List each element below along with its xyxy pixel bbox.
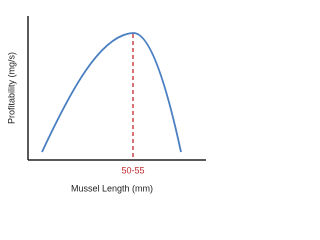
profitability-curve [41,32,182,153]
peak-label: 50-55 [121,165,144,175]
x-axis-label: Mussel Length (mm) [71,183,153,193]
y-axis-label: Profitability (mg/s) [6,52,16,124]
diagram: 50-55 Mussel Length (mm) Profitability (… [6,16,206,193]
